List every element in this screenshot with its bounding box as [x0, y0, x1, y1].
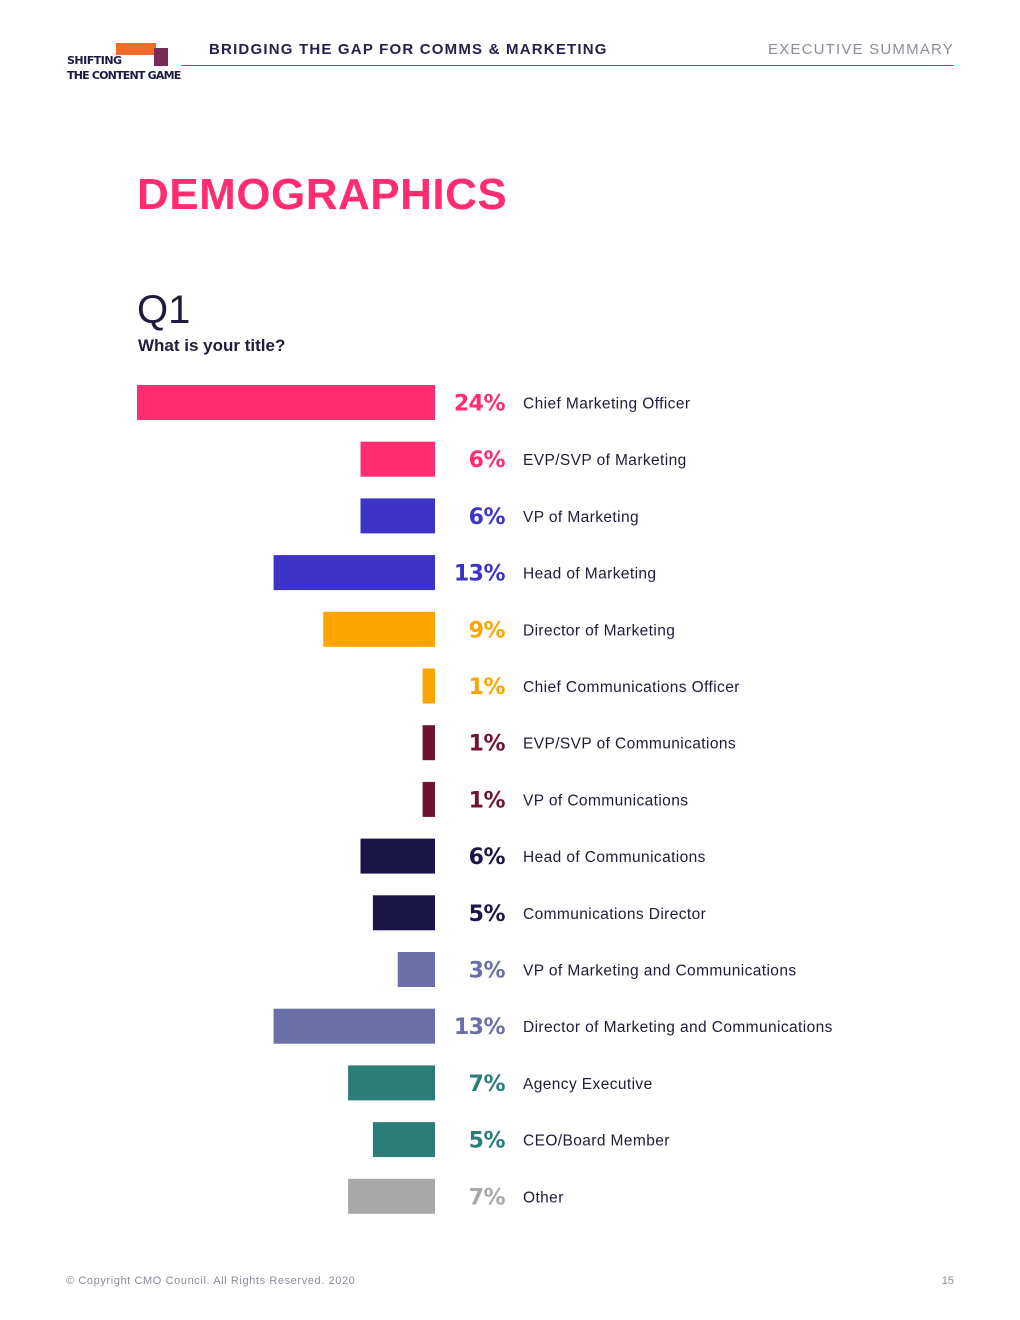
- value-label-2: 6%: [469, 448, 506, 473]
- category-label-11: VP of Marketing and Communications: [523, 963, 797, 980]
- bar-2: [360, 441, 435, 477]
- category-label-7: EVP/SVP of Communications: [523, 736, 736, 753]
- value-label-7: 1%: [469, 732, 506, 757]
- logo-line-2: THE CONTENT GAME: [67, 69, 181, 82]
- bar-4: [273, 555, 435, 591]
- value-label-11: 3%: [469, 959, 506, 984]
- logo-line-1: SHIFTING: [67, 54, 122, 67]
- page-title: DEMOGRAPHICS: [137, 170, 508, 219]
- copyright-notice: © Copyright CMO Council. All Rights Rese…: [66, 1275, 356, 1287]
- question-text: What is your title?: [138, 336, 286, 355]
- category-label-14: CEO/Board Member: [523, 1133, 670, 1150]
- value-label-5: 9%: [469, 618, 506, 643]
- logo-orange-block: [116, 43, 156, 55]
- category-label-6: Chief Communications Officer: [523, 679, 740, 696]
- bar-12: [273, 1008, 435, 1044]
- value-label-8: 1%: [469, 788, 506, 813]
- value-label-13: 7%: [469, 1072, 506, 1097]
- question-number: Q1: [137, 288, 191, 332]
- category-label-9: Head of Communications: [523, 849, 706, 866]
- value-label-10: 5%: [469, 902, 506, 927]
- value-label-3: 6%: [469, 505, 506, 530]
- bar-5: [323, 611, 435, 647]
- category-label-13: Agency Executive: [523, 1076, 653, 1093]
- bar-6: [422, 668, 435, 704]
- value-label-12: 13%: [454, 1015, 506, 1040]
- page-number: 15: [941, 1275, 954, 1287]
- bar-9: [360, 838, 435, 874]
- value-label-1: 24%: [454, 392, 506, 417]
- category-label-10: Communications Director: [523, 906, 706, 923]
- category-label-5: Director of Marketing: [523, 622, 675, 639]
- report-title: BRIDGING THE GAP FOR COMMS & MARKETING: [209, 41, 608, 58]
- bar-13: [348, 1065, 435, 1101]
- bar-14: [372, 1122, 435, 1158]
- logo-plum-block: [154, 48, 168, 66]
- bar-15: [348, 1178, 435, 1214]
- bar-7: [422, 725, 435, 761]
- bar-11: [397, 952, 435, 987]
- value-label-6: 1%: [469, 675, 506, 700]
- value-label-15: 7%: [469, 1185, 506, 1210]
- bar-3: [360, 498, 435, 534]
- value-label-14: 5%: [469, 1129, 506, 1154]
- section-label: EXECUTIVE SUMMARY: [768, 41, 954, 58]
- category-label-12: Director of Marketing and Communications: [523, 1019, 833, 1036]
- header-divider: [181, 65, 954, 66]
- bar-8: [422, 781, 435, 817]
- category-label-15: Other: [523, 1189, 564, 1206]
- bar-10: [372, 895, 435, 931]
- category-label-8: VP of Communications: [523, 792, 688, 809]
- report-logo: SHIFTING THE CONTENT GAME: [66, 42, 181, 86]
- value-label-4: 13%: [454, 562, 506, 587]
- category-label-3: VP of Marketing: [523, 509, 639, 526]
- category-label-4: Head of Marketing: [523, 566, 656, 583]
- value-label-9: 6%: [469, 845, 506, 870]
- category-label-2: EVP/SVP of Marketing: [523, 452, 687, 469]
- category-label-1: Chief Marketing Officer: [523, 396, 690, 413]
- bar-1: [137, 385, 435, 420]
